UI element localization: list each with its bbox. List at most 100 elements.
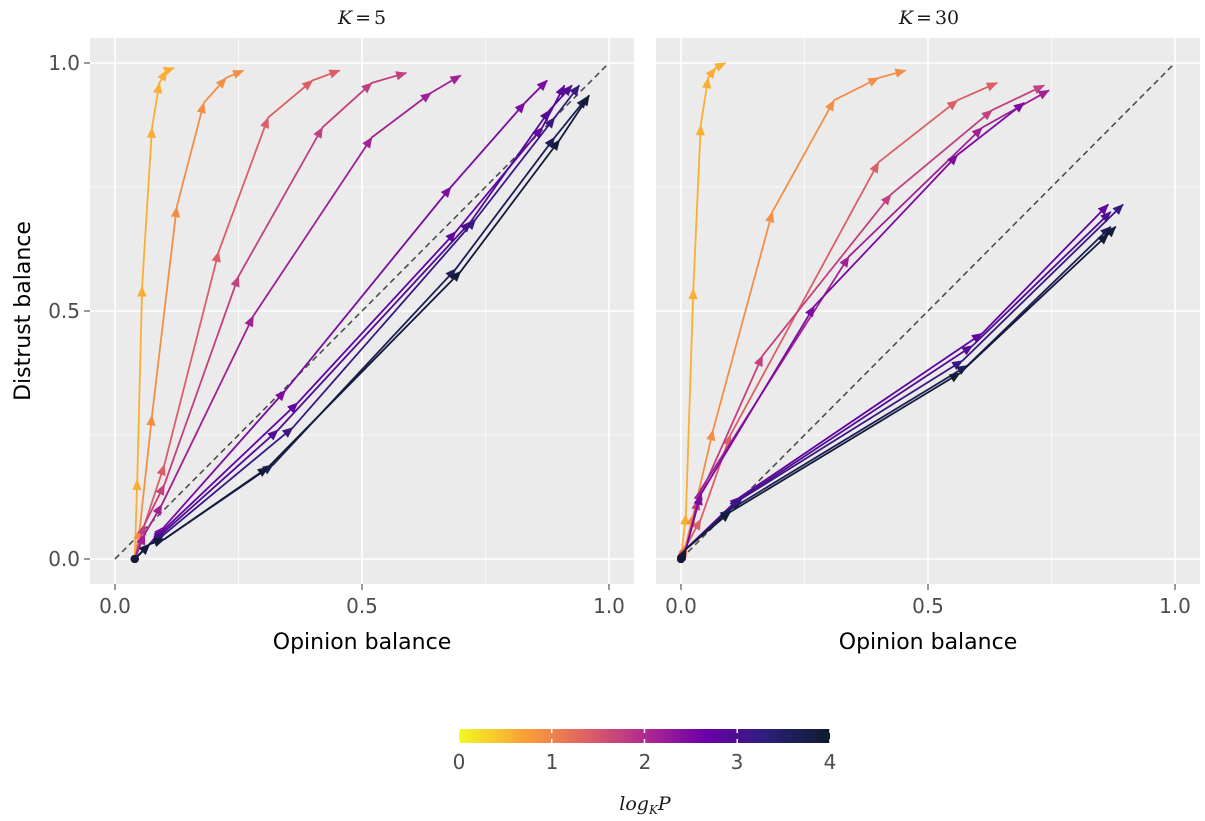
arrow-head-marker <box>705 67 717 79</box>
arrow-head-marker <box>132 478 142 491</box>
arrow-head-marker <box>693 493 703 506</box>
arrow-head-marker <box>706 429 716 442</box>
arrow-head-marker <box>267 429 279 441</box>
arrow-head-marker <box>539 109 551 122</box>
arrow-head-marker <box>695 124 705 136</box>
arrow-head-marker <box>395 71 408 81</box>
arrow-head-marker <box>569 84 580 97</box>
arrow-head-marker <box>420 92 432 103</box>
arrow-head-marker <box>465 218 477 231</box>
arrow-head-marker <box>275 389 286 402</box>
arrow-head-marker <box>1100 211 1112 223</box>
colorbar-tick-label: 2 <box>639 750 652 774</box>
arrow-head-marker <box>754 354 763 367</box>
arrow-head-marker <box>211 250 221 263</box>
arrow-head-marker <box>680 513 690 526</box>
x-tick-label: 0.5 <box>912 594 944 618</box>
panel-1-x-axis-title: Opinion balance <box>273 630 451 655</box>
arrow-head-marker <box>139 543 151 555</box>
arrow-head-marker <box>163 66 176 76</box>
arrow-head-marker <box>156 464 166 477</box>
arrow-head-marker <box>985 82 998 92</box>
arrow-head-marker <box>281 427 294 438</box>
colorbar-tick-label: 3 <box>731 750 744 774</box>
arrow-head-marker <box>157 69 168 82</box>
arrow-head-marker <box>951 360 964 371</box>
arrow-head-marker <box>196 101 206 114</box>
arrow-head-marker <box>579 94 590 107</box>
arrow-head-marker <box>947 154 959 166</box>
arrow-head-marker <box>1112 203 1124 215</box>
panel-2-x-axis: 0.0 0.5 1.0 Opinion balance <box>665 584 1191 655</box>
arrow-head-marker <box>146 414 156 426</box>
arrow-head-marker <box>257 466 269 477</box>
panel-1-plot-area <box>90 38 634 584</box>
arrow-head-marker <box>971 126 983 138</box>
arrow-head-marker <box>691 518 702 531</box>
arrow-head-marker <box>549 139 561 151</box>
colorbar-tick-label: 1 <box>546 750 559 774</box>
arrow-head-marker <box>869 161 879 174</box>
arrow-head-marker <box>805 305 815 318</box>
arrow-head-marker <box>894 68 907 78</box>
arrow-head-marker <box>301 79 314 91</box>
arrow-head-marker <box>867 77 880 87</box>
arrow-head-marker <box>1032 84 1045 94</box>
arrow-head-marker <box>701 77 712 89</box>
arrow-head-marker <box>137 523 147 536</box>
x-tick-label: 0.0 <box>665 594 697 618</box>
panel-2-plot-area <box>656 38 1200 584</box>
arrow-head-marker <box>244 315 254 328</box>
arrow-head-marker <box>719 511 731 523</box>
arrow-head-marker <box>450 270 462 282</box>
x-tick-label: 1.0 <box>593 594 625 618</box>
arrow-head-marker <box>825 99 835 112</box>
arrow-head-marker <box>981 109 993 121</box>
y-tick-label: 0.0 <box>48 547 80 571</box>
arrow-head-marker <box>215 77 227 89</box>
arrow-head-marker <box>313 126 323 139</box>
y-tick-label: 0.5 <box>48 299 80 323</box>
arrow-head-marker <box>961 345 974 356</box>
arrow-head-marker <box>155 483 165 496</box>
arrow-head-marker <box>880 193 892 206</box>
arrow-head-marker <box>153 82 163 94</box>
arrow-head-marker <box>714 62 727 72</box>
arrow-head-marker <box>1037 89 1050 100</box>
arrow-head-marker <box>1013 102 1025 113</box>
y-tick-label: 1.0 <box>48 51 80 75</box>
arrow-head-marker <box>287 402 299 414</box>
arrow-head-marker <box>146 126 157 139</box>
arrow-head-marker <box>839 255 850 268</box>
arrow-head-marker <box>722 434 732 447</box>
arrow-head-marker <box>688 287 698 300</box>
arrow-head-marker <box>536 79 548 91</box>
colorbar-tick-label: 0 <box>453 750 466 774</box>
arrow-head-marker <box>153 538 166 547</box>
colorbar-title: logKP <box>619 793 672 817</box>
arrow-head-marker <box>946 99 959 111</box>
arrow-head-marker <box>449 75 462 85</box>
arrow-head-marker <box>440 186 452 198</box>
arrow-head-marker <box>170 206 181 218</box>
colorbar-tick-label: 4 <box>824 750 837 774</box>
arrow-head-marker <box>137 285 147 297</box>
arrow-head-marker <box>362 136 373 149</box>
panel-2-x-axis-title: Opinion balance <box>839 630 1017 655</box>
arrow-head-marker <box>1097 233 1109 245</box>
arrow-head-marker <box>544 116 556 129</box>
y-axis: 0.0 0.5 1.0 <box>48 51 90 571</box>
arrow-head-marker <box>136 533 146 546</box>
arrow-head-marker <box>232 70 245 79</box>
arrow-head-marker <box>260 116 269 129</box>
arrow-head-marker <box>152 503 163 516</box>
arrow-head-marker <box>445 231 457 243</box>
series-start-point <box>130 555 139 563</box>
series-start-point <box>677 555 685 563</box>
y-axis-title: Distrust balance <box>11 221 36 401</box>
x-tick-label: 0.0 <box>99 594 131 618</box>
panel-2-title: K = 30 <box>898 7 959 29</box>
arrow-head-marker <box>361 82 373 94</box>
arrow-head-marker <box>514 102 526 114</box>
